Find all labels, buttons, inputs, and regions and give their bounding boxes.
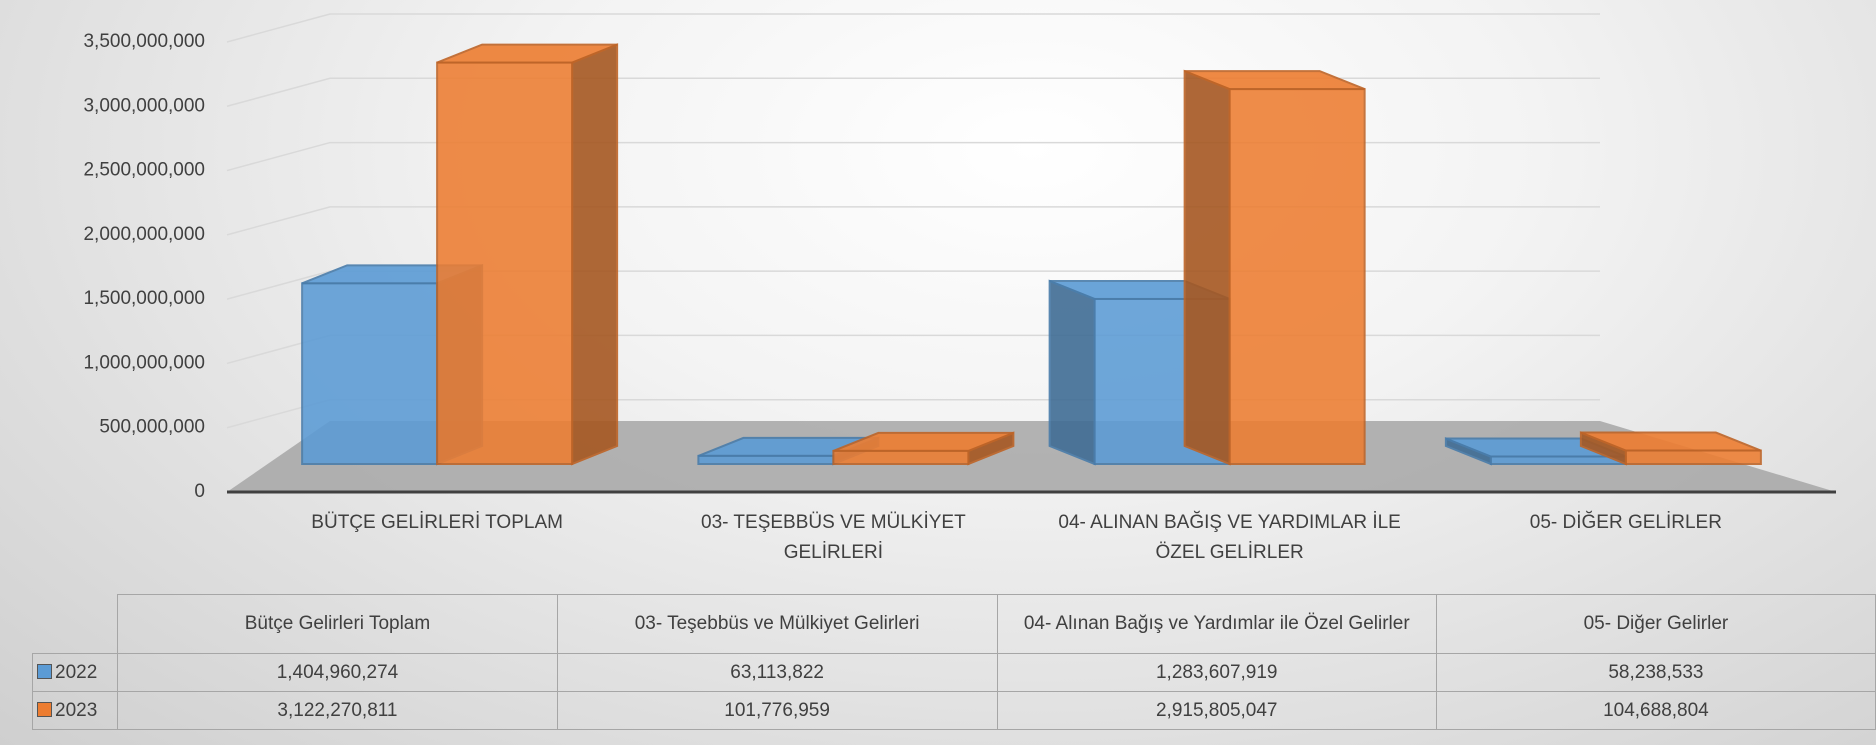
table-header: 04- Alınan Bağış ve Yardımlar ile Özel G…: [996, 594, 1437, 654]
table-value: 63,113,822: [556, 653, 998, 692]
bar-front: [1489, 455, 1627, 465]
x-tick-label: BÜTÇE GELİRLERİ TOPLAM: [311, 512, 563, 533]
y-tick-label: 2,000,000,000: [83, 224, 205, 245]
table-row: 2023 3,122,270,811 101,776,959 2,915,805,04…: [31, 691, 1876, 730]
legend-swatch: [37, 663, 52, 679]
table-header: 05- Diğer Gelirler: [1435, 594, 1876, 654]
bar-side: [1183, 69, 1231, 466]
table-value: 2,915,805,047: [996, 691, 1437, 730]
data-table: Bütçe Gelirleri Toplam 03- Teşebbüs ve Mü…: [31, 594, 1876, 730]
bar: [1579, 431, 1762, 466]
table-header: 03- Teşebbüs ve Mülkiyet Gelirleri: [556, 594, 998, 654]
bar-front: [436, 61, 574, 465]
legend-label: 2022: [55, 661, 98, 683]
legend-swatch: [37, 701, 52, 717]
grid-line: [226, 13, 1600, 43]
table-corner: [32, 594, 119, 654]
table-value: 104,688,804: [1435, 691, 1876, 730]
y-tick-label: 1,500,000,000: [83, 288, 205, 309]
y-tick-label: 3,000,000,000: [83, 95, 205, 116]
bar: [832, 431, 1015, 466]
grid-line: [226, 206, 1600, 236]
y-tick-label: 0: [194, 481, 205, 502]
legend-cell: 2023: [31, 691, 119, 730]
table-row: 2022 1,404,960,274 63,113,822 1,283,607,919…: [31, 653, 1876, 692]
x-tick-label: 03- TEŞEBBÜS VE MÜLKİYET GELİRLERİ: [701, 512, 966, 563]
table-header-row: Bütçe Gelirleri Toplam 03- Teşebbüs ve Mü…: [32, 594, 1876, 654]
legend-label: 2023: [55, 699, 98, 721]
table-value: 58,238,533: [1435, 653, 1876, 692]
table-value: 1,283,607,919: [996, 653, 1437, 692]
table-value: 1,404,960,274: [117, 653, 558, 692]
bar-front: [697, 454, 835, 466]
y-tick-label: 2,500,000,000: [83, 160, 205, 181]
grid-line: [226, 77, 1600, 108]
y-tick-label: 1,000,000,000: [83, 352, 205, 373]
bar-side: [1048, 279, 1096, 466]
y-tick-label: 3,500,000,000: [83, 31, 205, 52]
x-tick-label: 04- ALINAN BAĞIŞ VE YARDIMLAR İLE ÖZEL G…: [1058, 512, 1401, 563]
bar-front: [1624, 449, 1762, 465]
bar: [436, 43, 619, 466]
x-tick-label: 05- DİĞER GELİRLER: [1529, 512, 1722, 533]
legend-cell: 2022: [31, 653, 119, 692]
bar-front: [832, 449, 970, 466]
floor: [227, 421, 1836, 492]
table-value: 3,122,270,811: [117, 691, 558, 730]
y-tick-label: 500,000,000: [99, 417, 205, 438]
bar-front: [1228, 88, 1366, 465]
bar-front: [301, 282, 439, 465]
table-value: 101,776,959: [556, 691, 998, 730]
bar-side: [571, 43, 619, 466]
bar: [1183, 69, 1366, 466]
grid-line: [226, 141, 1600, 172]
table-header: Bütçe Gelirleri Toplam: [117, 594, 558, 654]
